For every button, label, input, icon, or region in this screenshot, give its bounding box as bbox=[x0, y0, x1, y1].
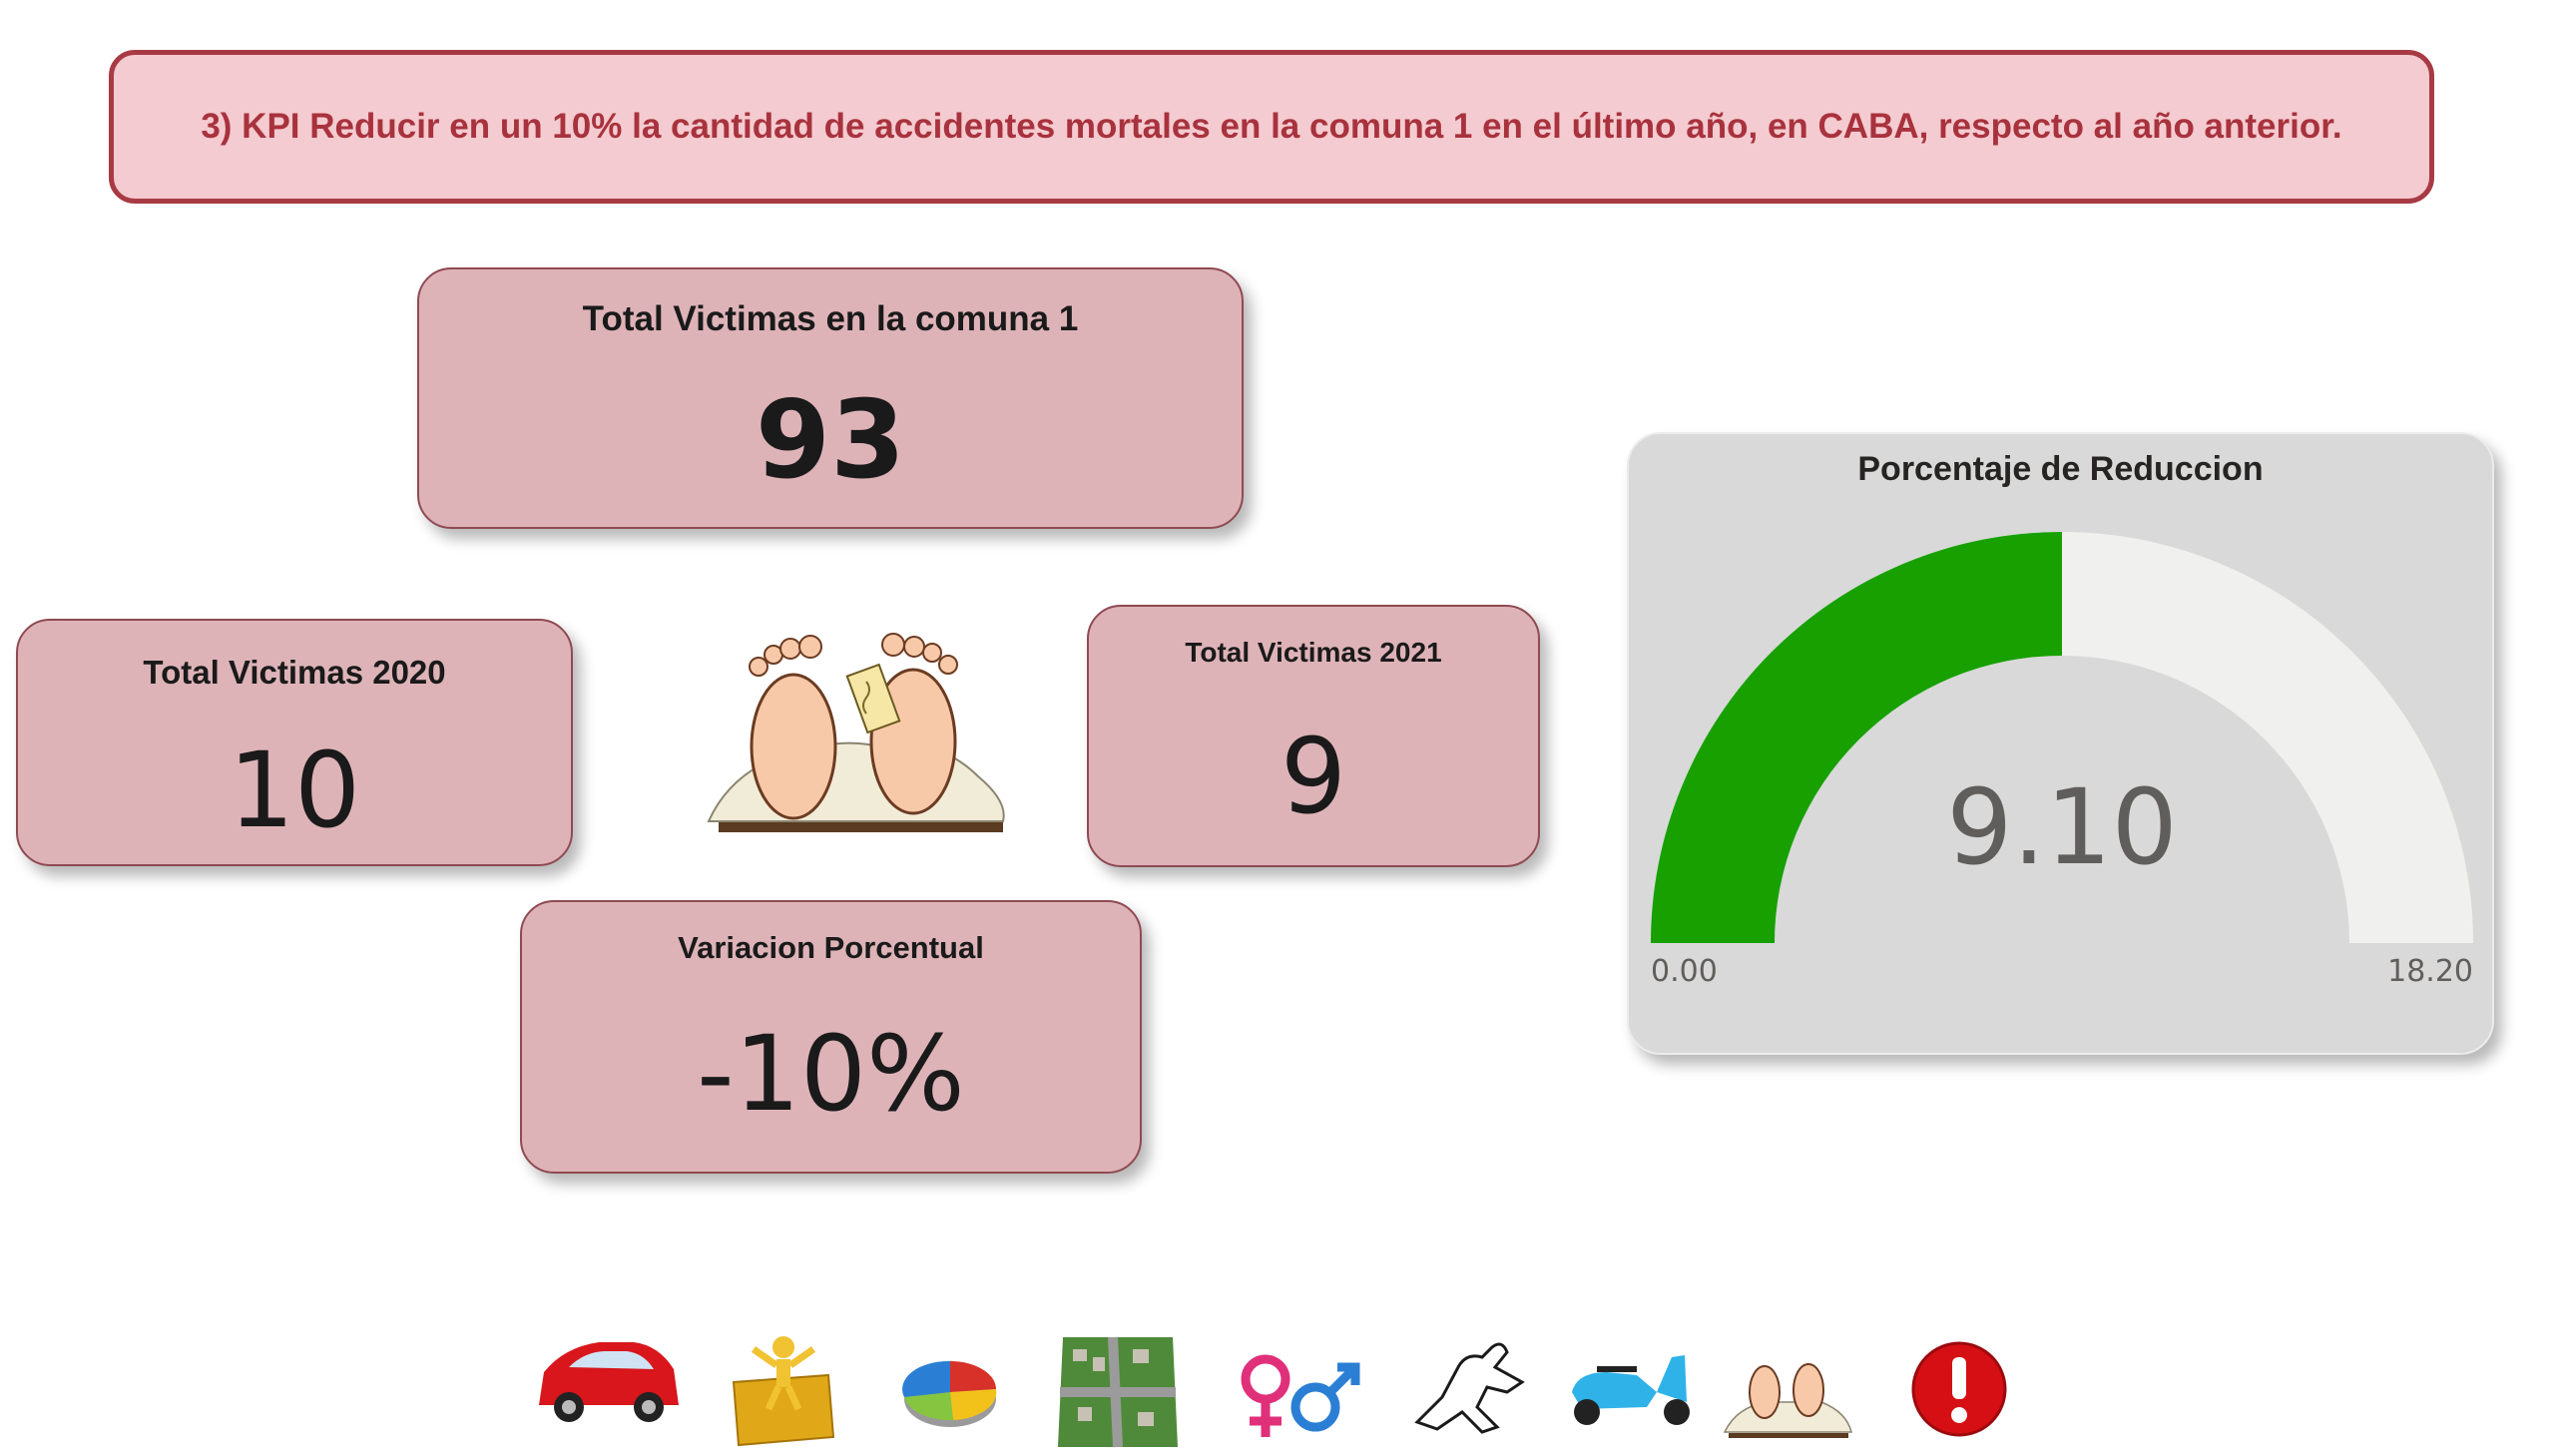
gauge-title: Porcentaje de Reduccion bbox=[1857, 450, 2264, 488]
card-label: Variacion Porcentual bbox=[678, 930, 984, 965]
gauge-porcentaje-reduccion[interactable]: Porcentaje de Reduccion 9.10 0.00 18.20 bbox=[1627, 432, 2494, 1055]
puzzle-person-icon[interactable] bbox=[732, 1336, 835, 1447]
city-map-icon[interactable] bbox=[1058, 1336, 1178, 1448]
gauge-svg: 9.10 0.00 18.20 bbox=[1651, 532, 2473, 989]
car-icon[interactable] bbox=[539, 1342, 679, 1422]
card-variacion-porcentual[interactable]: Variacion Porcentual -10% bbox=[520, 900, 1142, 1174]
chalk-outline-icon[interactable] bbox=[1414, 1342, 1525, 1434]
gauge-min-label: 0.00 bbox=[1651, 954, 1718, 989]
gauge-value: 9.10 bbox=[1946, 766, 2178, 888]
gender-icon[interactable] bbox=[1241, 1354, 1360, 1437]
kpi-banner-text: 3) KPI Reducir en un 10% la cantidad de … bbox=[201, 107, 2342, 146]
feet-tag-icon[interactable] bbox=[1723, 1363, 1852, 1438]
gauge-fill bbox=[1651, 532, 2062, 943]
gauge-max-label: 18.20 bbox=[2387, 954, 2473, 989]
pie-chart-icon[interactable] bbox=[902, 1360, 997, 1427]
feet-tag-illustration-icon bbox=[707, 633, 1005, 832]
card-label: Total Victimas en la comuna 1 bbox=[582, 299, 1079, 338]
card-value: 9 bbox=[1280, 716, 1347, 837]
card-value: 93 bbox=[755, 378, 906, 503]
card-label: Total Victimas 2021 bbox=[1185, 637, 1442, 668]
card-total-victimas-comuna[interactable]: Total Victimas en la comuna 1 93 bbox=[417, 267, 1244, 529]
scooter-icon[interactable] bbox=[1572, 1355, 1690, 1425]
card-total-victimas-2021[interactable]: Total Victimas 2021 9 bbox=[1087, 605, 1540, 867]
card-total-victimas-2020[interactable]: Total Victimas 2020 10 bbox=[16, 619, 573, 866]
kpi-banner: 3) KPI Reducir en un 10% la cantidad de … bbox=[109, 50, 2434, 204]
card-value: -10% bbox=[697, 1013, 965, 1135]
alert-icon[interactable] bbox=[1911, 1341, 2007, 1437]
card-value: 10 bbox=[228, 729, 361, 851]
card-label: Total Victimas 2020 bbox=[143, 654, 446, 691]
